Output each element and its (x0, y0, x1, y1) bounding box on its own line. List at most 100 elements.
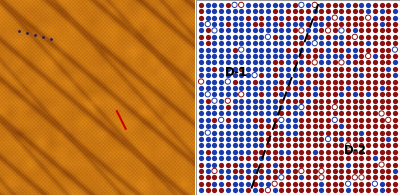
Point (358, 112, 365, 115)
Point (372, 93, 378, 96)
Point (218, 80, 224, 83)
Point (365, 10, 371, 13)
Point (352, 112, 358, 115)
Point (245, 118, 251, 121)
Point (225, 74, 231, 77)
Point (338, 42, 345, 45)
Point (305, 157, 311, 160)
Point (352, 35, 358, 38)
Point (238, 35, 244, 38)
Point (204, 67, 211, 70)
Point (318, 118, 324, 121)
Point (265, 137, 271, 141)
Point (312, 35, 318, 38)
Point (245, 80, 251, 83)
Point (218, 125, 224, 128)
Point (278, 86, 284, 90)
Point (245, 99, 251, 102)
Point (312, 131, 318, 134)
Point (245, 35, 251, 38)
Point (358, 189, 365, 192)
Point (211, 125, 218, 128)
Point (251, 80, 258, 83)
Point (218, 10, 224, 13)
Point (332, 176, 338, 179)
Point (285, 74, 291, 77)
Point (198, 22, 204, 26)
Point (352, 16, 358, 19)
Point (251, 10, 258, 13)
Point (325, 22, 331, 26)
Point (258, 99, 264, 102)
Point (332, 22, 338, 26)
Point (211, 169, 218, 173)
Point (325, 131, 331, 134)
Point (325, 150, 331, 153)
Point (285, 105, 291, 109)
Point (338, 182, 345, 185)
Point (265, 10, 271, 13)
Point (265, 150, 271, 153)
Point (218, 131, 224, 134)
Point (292, 157, 298, 160)
Point (345, 112, 351, 115)
Point (272, 16, 278, 19)
Point (272, 144, 278, 147)
Point (231, 131, 238, 134)
Point (372, 144, 378, 147)
Point (225, 61, 231, 64)
Point (312, 86, 318, 90)
Point (372, 67, 378, 70)
Point (292, 80, 298, 83)
Point (278, 182, 284, 185)
Point (204, 93, 211, 96)
Point (251, 112, 258, 115)
Point (305, 189, 311, 192)
Point (278, 125, 284, 128)
Point (345, 163, 351, 166)
Point (318, 67, 324, 70)
Point (392, 150, 398, 153)
Point (211, 61, 218, 64)
Point (345, 182, 351, 185)
Point (198, 61, 204, 64)
Point (204, 16, 211, 19)
Point (332, 131, 338, 134)
Point (285, 16, 291, 19)
Point (385, 169, 392, 173)
Point (345, 131, 351, 134)
Point (218, 157, 224, 160)
Point (305, 163, 311, 166)
Point (358, 118, 365, 121)
Point (198, 131, 204, 134)
Point (338, 16, 345, 19)
Point (392, 67, 398, 70)
Point (352, 42, 358, 45)
Point (204, 42, 211, 45)
Point (352, 125, 358, 128)
Point (285, 93, 291, 96)
Point (325, 16, 331, 19)
Point (365, 29, 371, 32)
Point (265, 80, 271, 83)
Point (332, 163, 338, 166)
Point (245, 10, 251, 13)
Point (245, 163, 251, 166)
Point (211, 74, 218, 77)
Point (245, 16, 251, 19)
Point (211, 131, 218, 134)
Point (218, 67, 224, 70)
Point (231, 163, 238, 166)
Point (285, 99, 291, 102)
Point (378, 67, 385, 70)
Point (292, 22, 298, 26)
Point (251, 157, 258, 160)
Point (231, 112, 238, 115)
Point (365, 99, 371, 102)
Point (218, 105, 224, 109)
Point (385, 99, 392, 102)
Point (292, 93, 298, 96)
Point (378, 3, 385, 6)
Point (278, 105, 284, 109)
Point (298, 99, 304, 102)
